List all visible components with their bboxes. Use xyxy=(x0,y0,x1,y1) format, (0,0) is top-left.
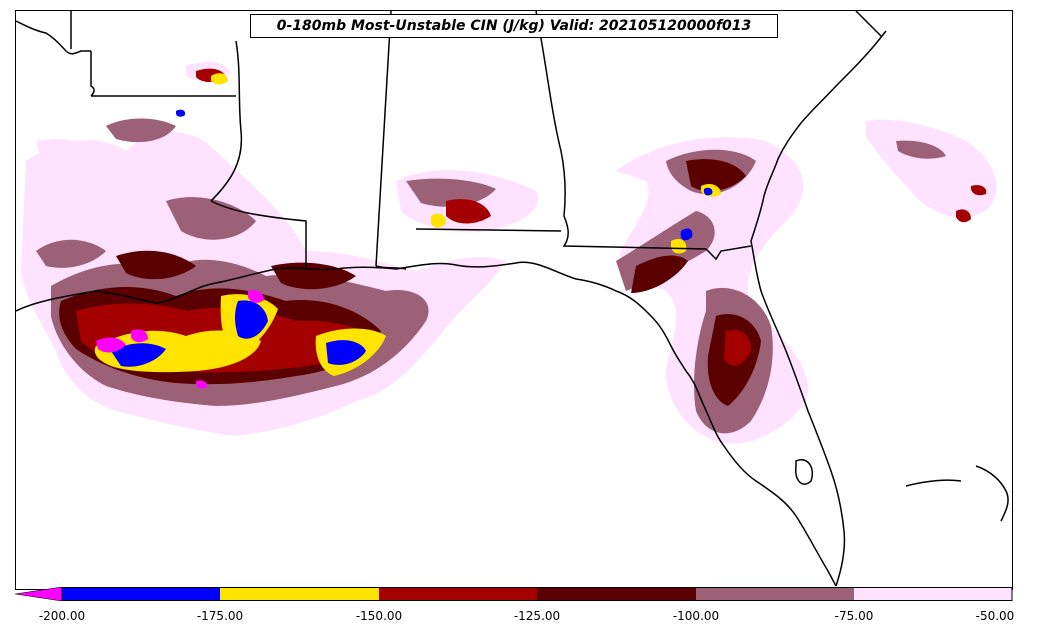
colorbar-swatch-75-50 xyxy=(854,587,1012,601)
colorbar-outline xyxy=(61,587,1013,601)
colorbar-tick-label: -175.00 xyxy=(196,609,244,623)
colorbar-swatch-200-175 xyxy=(62,587,220,601)
colorbar-tick-label: -100.00 xyxy=(672,609,720,623)
colorbar-extend-min xyxy=(15,587,63,601)
colorbar-tick-label: -125.00 xyxy=(513,609,561,623)
map-title: 0-180mb Most-Unstable CIN (J/kg) Valid: … xyxy=(250,14,778,38)
colorbar xyxy=(15,587,1013,601)
map-panel xyxy=(15,10,1013,590)
colorbar-tick-label: -75.00 xyxy=(834,609,874,623)
colorbar-swatch-150-125 xyxy=(379,587,537,601)
colorbar-swatch-125-100 xyxy=(537,587,696,601)
colorbar-tick-label: -200.00 xyxy=(38,609,86,623)
colorbar-tick-label: -150.00 xyxy=(355,609,403,623)
colorbar-swatch-100-75 xyxy=(696,587,854,601)
colorbar-swatch-175-150 xyxy=(220,587,379,601)
colorbar-tick-label: -50.00 xyxy=(975,609,1015,623)
cin-map xyxy=(16,11,1009,587)
cin-contour-200-175 xyxy=(111,109,713,367)
cin-contour-lt-200 xyxy=(96,290,264,389)
coastline-and-borders xyxy=(16,11,1009,587)
